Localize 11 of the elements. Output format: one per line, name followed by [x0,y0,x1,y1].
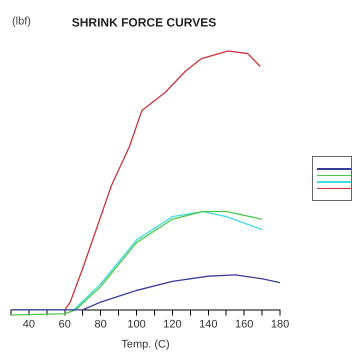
x-tick-label: 40 [22,318,36,330]
x-tick-label: 180 [270,318,290,330]
x-tick-label: 100 [127,318,146,330]
y-axis-title: (lbf) [12,16,31,28]
x-axis-title: Temp. (C) [121,338,170,351]
x-tick-label: 80 [94,318,107,330]
x-tick-label: 60 [58,318,71,330]
chart-title: SHRINK FORCE CURVES [72,16,216,30]
x-tick-label: 120 [163,318,182,330]
x-tick-label: 140 [199,318,218,330]
x-tick-label: 160 [234,318,254,330]
